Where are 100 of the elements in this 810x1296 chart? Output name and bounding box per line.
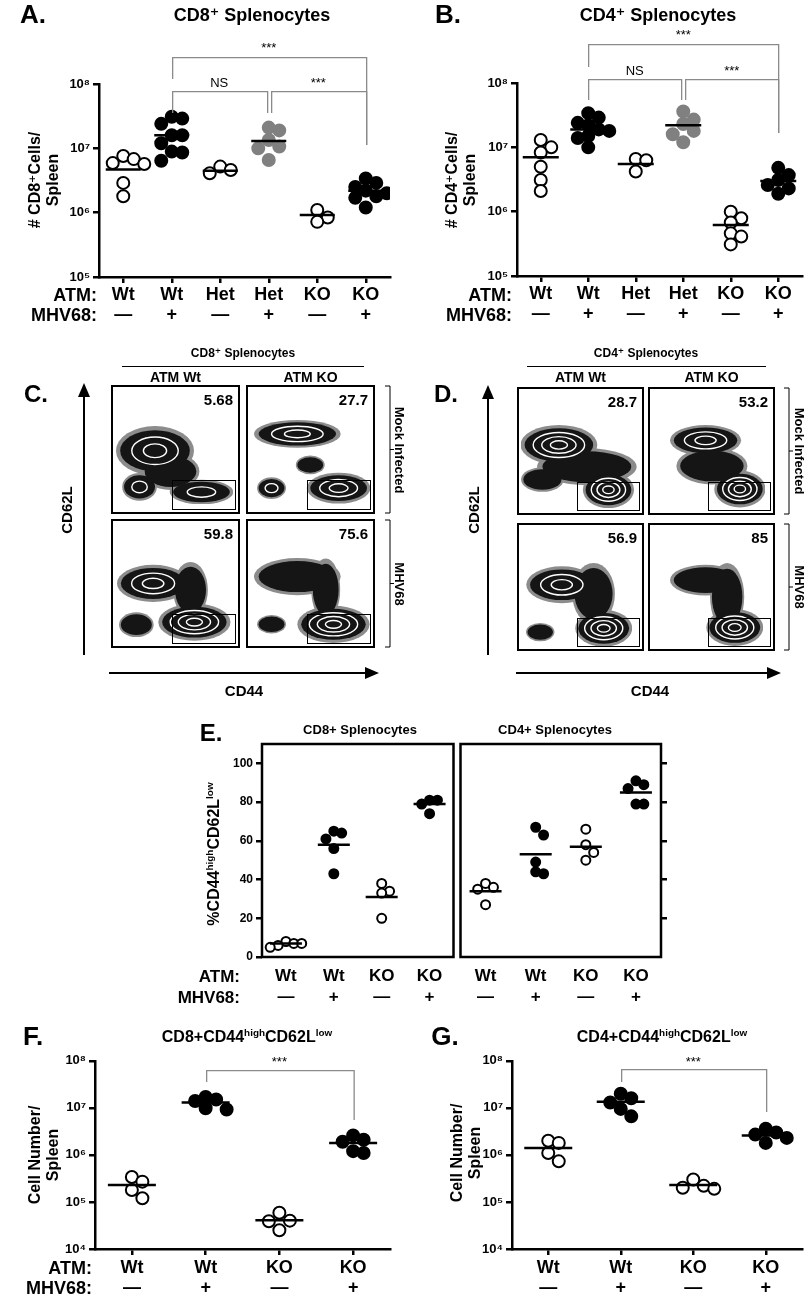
text: CD62L (465, 486, 483, 534)
text: CD4⁺ Splenocytes (593, 346, 699, 361)
text: ATM: (53, 284, 97, 306)
x-tick-label: Wt + (194, 1256, 218, 1296)
text: CD44 (630, 682, 670, 700)
text: CD44 (224, 682, 264, 700)
text: MHV68: (30, 304, 97, 326)
x-tick-label: Wt — (536, 1256, 560, 1296)
chart-title: CD8+ Splenocytes (303, 721, 417, 738)
x-tick-label: Wt — (120, 1256, 144, 1296)
chart-title: CD4+ Splenocytes (498, 721, 612, 738)
text: MHV68: (177, 988, 240, 1008)
y-tick-label: 10⁵ (65, 1193, 86, 1209)
y-tick-label: 20 (239, 910, 254, 925)
text: ATM: (198, 967, 240, 987)
x-tick-label: Het + (254, 283, 284, 324)
text: CD8⁺ Splenocytes (190, 346, 296, 361)
text: ATM: (468, 284, 512, 306)
x-tick-label: Wt + (576, 282, 600, 323)
text: CD62L (58, 486, 76, 534)
x-tick-label: Wt + (609, 1256, 633, 1296)
x-tick-label: Het — (205, 283, 235, 324)
x-tick-label: Wt + (160, 283, 184, 324)
x-tick-label: Wt + (524, 966, 547, 1007)
y-tick-label: 10⁸ (482, 1052, 503, 1068)
category-label: ATM Wt (149, 368, 202, 386)
text: NS (625, 62, 644, 79)
category-label: MHV68 (792, 565, 808, 609)
x-tick-label: KO + (352, 283, 380, 324)
y-tick-label: 10⁶ (65, 1146, 87, 1162)
x-tick-label: KO + (623, 966, 649, 1007)
text: C. (24, 380, 48, 408)
text: B. (435, 0, 461, 30)
text: 28.7 (607, 393, 637, 411)
text: 85 (751, 529, 768, 547)
chart-title: CD4+CD44$^{high}$CD62L$^{low}$ (576, 1027, 748, 1047)
y-tick-label: 10⁵ (487, 267, 508, 283)
text: 5.68 (203, 391, 233, 409)
annotation: *** (685, 1053, 701, 1070)
category-label: ATM Wt (554, 368, 607, 386)
category-label: MHV68 (392, 561, 408, 606)
x-tick-label: KO + (752, 1256, 780, 1296)
y-tick-label: 10⁸ (65, 1052, 86, 1068)
x-tick-label: Het — (621, 282, 651, 323)
y-axis-title: # CD4⁺Cells/ Spleen (443, 131, 479, 229)
text: 53.2 (738, 393, 768, 411)
y-tick-label: 40 (239, 871, 254, 886)
y-tick-label: 80 (239, 794, 254, 809)
x-tick-label: Wt — (111, 283, 135, 324)
text: *** (675, 26, 691, 43)
x-tick-label: Wt — (529, 282, 553, 323)
y-axis-title: # CD8⁺Cells/ Spleen (26, 131, 62, 229)
y-axis-title: Cell Number/ Spleen (448, 1103, 483, 1203)
x-tick-label: KO + (339, 1256, 367, 1296)
y-tick-label: 60 (239, 833, 254, 848)
x-tick-label: KO — (717, 282, 745, 323)
x-tick-label: KO — (679, 1256, 707, 1296)
x-tick-label: Het + (668, 282, 698, 323)
y-tick-label: 10⁷ (483, 1099, 503, 1115)
text: D. (434, 380, 458, 408)
y-tick-label: 10⁷ (66, 1099, 86, 1115)
x-tick-label: KO — (573, 966, 599, 1007)
x-tick-label: Wt — (275, 966, 298, 1007)
text: G. (431, 1021, 459, 1052)
y-tick-label: 100 (232, 755, 254, 770)
annotation: *** (271, 1053, 287, 1070)
text: MHV68: (25, 1277, 92, 1296)
text: 56.9 (607, 529, 637, 547)
annotation: NS (210, 74, 229, 91)
text: *** (261, 39, 277, 56)
y-tick-label: 10⁸ (69, 75, 90, 91)
text: E. (199, 719, 223, 747)
y-tick-label: 0 (246, 949, 254, 964)
category-label: Mock Infected (792, 407, 808, 495)
chart-title: CD8+CD44$^{high}$CD62L$^{low}$ (161, 1027, 333, 1047)
x-tick-label: KO — (368, 966, 395, 1007)
category-label: ATM KO (684, 368, 739, 386)
x-tick-label: Wt — (474, 966, 497, 1007)
text: 59.8 (203, 525, 233, 543)
y-tick-label: 10⁷ (70, 139, 90, 155)
x-tick-label: KO — (265, 1256, 293, 1296)
y-tick-label: 10⁴ (482, 1240, 503, 1256)
category-label: ATM KO (283, 368, 338, 386)
x-tick-label: Wt + (322, 966, 345, 1007)
text: MHV68: (445, 304, 512, 326)
y-axis-title: Cell Number/ Spleen (26, 1105, 62, 1205)
text: 75.6 (338, 525, 368, 543)
x-tick-label: KO + (764, 282, 792, 323)
y-tick-label: 10⁶ (482, 1146, 504, 1162)
category-label: Mock Infected (392, 406, 408, 493)
y-tick-label: 10⁶ (69, 204, 91, 220)
y-tick-label: 10⁵ (69, 268, 90, 284)
y-tick-label: 10⁴ (65, 1240, 86, 1256)
y-tick-label: 10⁷ (488, 138, 508, 154)
x-tick-label: KO + (416, 966, 443, 1007)
y-tick-label: 10⁸ (487, 74, 508, 90)
y-tick-label: 10⁵ (482, 1193, 503, 1209)
text: 27.7 (338, 391, 368, 409)
chart-title: CD8⁺ Splenocytes (173, 4, 331, 26)
text: F. (22, 1021, 44, 1052)
